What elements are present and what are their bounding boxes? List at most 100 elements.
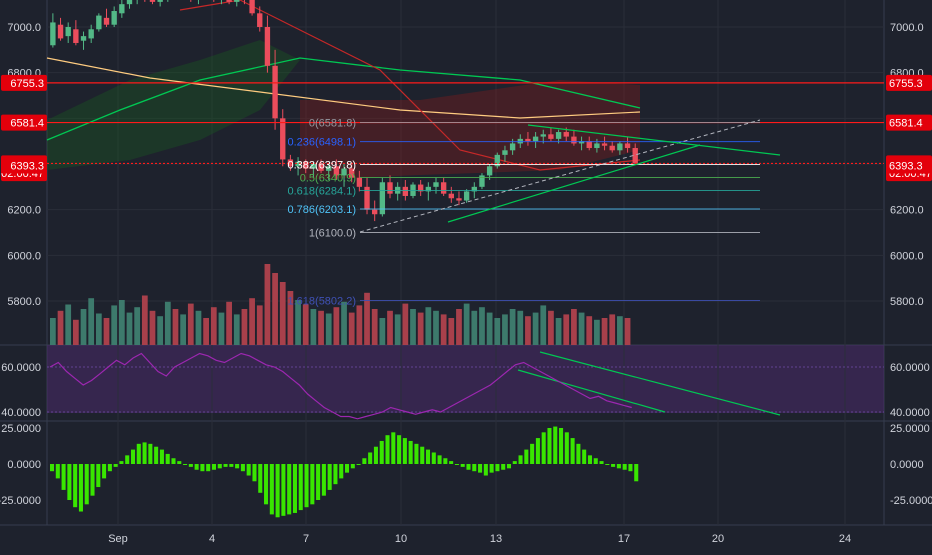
- histogram-bar: [194, 464, 199, 470]
- histogram-bar: [587, 455, 592, 464]
- candle-body: [333, 166, 340, 176]
- hist-tick-label-left: 25.0000: [1, 423, 41, 435]
- y-tick-label-left: 7000.0: [7, 22, 41, 34]
- volume-bar: [371, 309, 378, 345]
- y-tick-label-left: 5800.0: [7, 296, 41, 308]
- histogram-bar: [246, 464, 251, 476]
- volume-bar: [540, 305, 547, 345]
- fib-level-label: 0(6581.8): [309, 117, 356, 129]
- volume-bar: [578, 312, 585, 345]
- candle-body: [617, 143, 623, 151]
- volume-bar: [95, 313, 102, 345]
- volume-bar: [356, 305, 363, 345]
- volume-bar: [586, 316, 593, 345]
- fib-level-label: 0.786(6203.1): [288, 204, 357, 216]
- candle-body: [326, 166, 332, 171]
- candle-body: [387, 182, 393, 194]
- histogram-bar: [553, 426, 558, 464]
- volume-bar: [502, 314, 508, 345]
- volume-bar: [256, 305, 263, 345]
- histogram-bar: [460, 464, 465, 467]
- histogram-bar: [408, 440, 413, 464]
- histogram-bar: [576, 443, 581, 464]
- histogram-bar: [501, 464, 506, 470]
- histogram-bar: [466, 464, 471, 470]
- volume-bar: [410, 309, 416, 345]
- histogram-bar: [373, 446, 378, 464]
- price-tag-label: 6755.3: [10, 78, 44, 90]
- volume-bar: [517, 310, 524, 345]
- histogram-bar: [420, 446, 425, 464]
- volume-bar: [548, 310, 554, 345]
- candle-body: [571, 136, 577, 144]
- histogram-bar: [107, 464, 112, 472]
- volume-bar: [379, 318, 386, 345]
- histogram-bar: [84, 464, 89, 505]
- volume-bar: [341, 301, 347, 345]
- histogram-bar: [130, 449, 136, 464]
- volume-bar: [203, 318, 209, 345]
- candle-body: [624, 143, 631, 149]
- histogram-bar: [183, 464, 188, 465]
- y-tick-label-right: 6000.0: [890, 250, 924, 262]
- candle-body: [226, 0, 232, 2]
- hist-tick-label-left: -25.0000: [0, 495, 41, 507]
- histogram-bar: [391, 432, 396, 464]
- histogram-bar: [559, 428, 564, 464]
- price-tag-label: 6581.4: [889, 118, 923, 130]
- candle-body: [632, 148, 638, 164]
- volume-bar: [65, 304, 72, 345]
- histogram-bar: [165, 453, 170, 464]
- candle-body: [456, 198, 462, 201]
- histogram-bar: [345, 464, 350, 473]
- candle-body: [563, 132, 569, 137]
- volume-bar: [402, 303, 409, 345]
- candle-body: [80, 36, 87, 41]
- y-tick-label-right: 7000.0: [890, 22, 924, 34]
- osc-tick-label-left: 60.0000: [1, 362, 41, 374]
- volume-bar: [141, 295, 148, 345]
- candle-body: [372, 209, 378, 215]
- volume-bar: [486, 312, 493, 345]
- histogram-bar: [304, 464, 309, 508]
- x-tick-label: 10: [395, 533, 407, 545]
- candle-body: [509, 143, 516, 151]
- fib-level-label: 0.382(6397.8): [288, 160, 357, 172]
- trend-line-dashed: [359, 119, 761, 233]
- y-tick-label-left: 6200.0: [7, 205, 41, 217]
- volume-bar: [226, 301, 232, 345]
- histogram-bar: [61, 464, 66, 490]
- volume-bar: [88, 298, 95, 345]
- histogram-bar: [125, 455, 130, 464]
- candle-body: [57, 24, 64, 39]
- histogram-bar: [564, 432, 569, 464]
- histogram-bar: [368, 452, 373, 464]
- candle-body: [103, 17, 110, 25]
- histogram-bar: [321, 464, 326, 496]
- x-tick-label: 4: [209, 533, 215, 545]
- histogram-bar: [310, 464, 315, 505]
- candle-body: [349, 168, 355, 178]
- volume-bar: [555, 318, 562, 345]
- price-tag-label: 6393.3: [889, 161, 923, 173]
- volume-bar: [394, 314, 401, 345]
- volume-bar: [417, 312, 424, 345]
- y-tick-label-right: 6200.0: [890, 205, 924, 217]
- candle-body: [264, 27, 271, 66]
- candle-body: [594, 143, 600, 149]
- volume-bar: [295, 300, 301, 345]
- candle-body: [555, 132, 562, 139]
- volume-bar: [318, 310, 324, 345]
- volume-bar: [617, 316, 623, 345]
- candle-body: [479, 175, 485, 187]
- volume-bar: [364, 292, 370, 345]
- histogram-bar: [275, 464, 280, 518]
- candle-body: [402, 186, 409, 196]
- candle-body: [65, 27, 71, 37]
- histogram-bar: [223, 464, 228, 467]
- candle-body: [525, 138, 531, 142]
- fib-level-label: 1(6100.0): [309, 228, 356, 240]
- histogram-bar: [506, 464, 512, 469]
- x-tick-label: 24: [839, 533, 851, 545]
- candle-body: [88, 29, 94, 39]
